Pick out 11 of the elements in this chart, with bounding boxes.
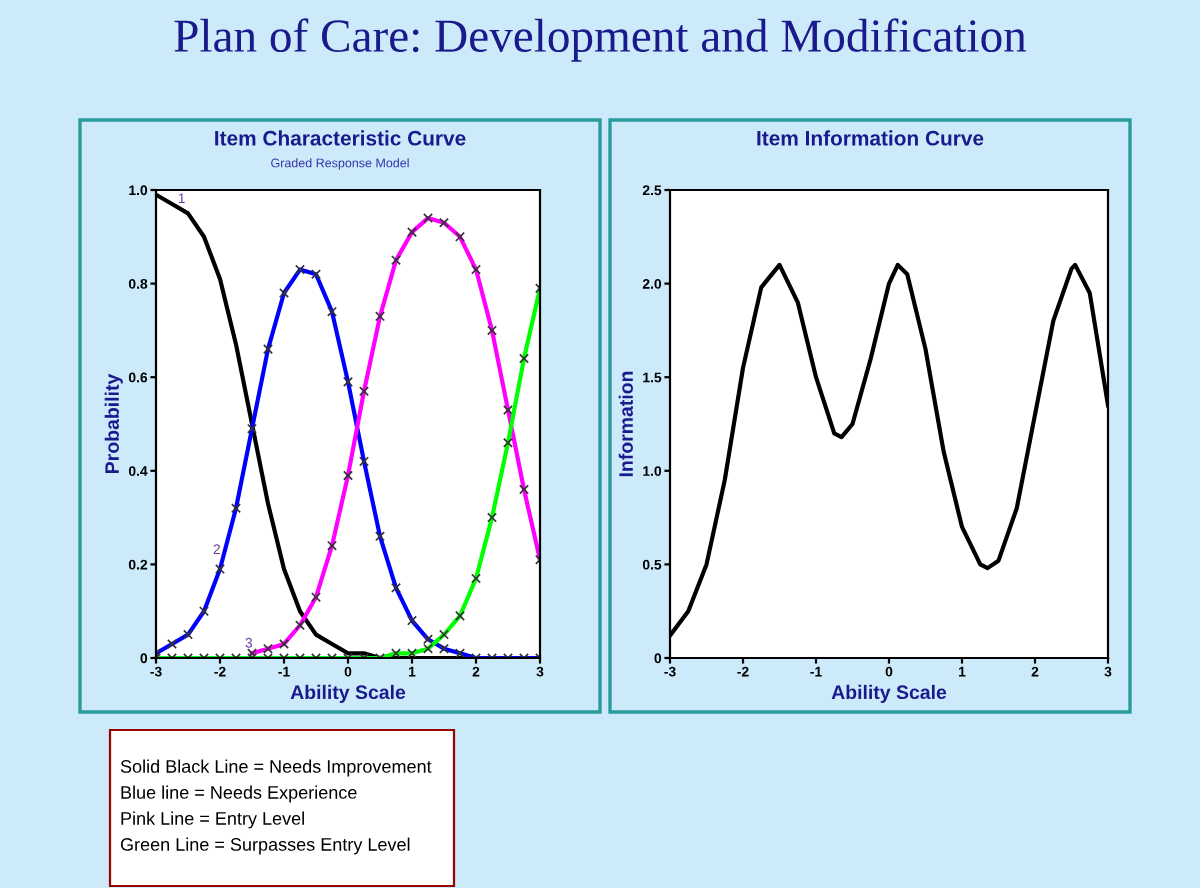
text: Green Line = Surpasses Entry Level [120,837,410,855]
x-axis-title: Ability Scale [290,684,406,703]
y-axis-title: Information [618,371,633,477]
text: Blue line = Needs Experience [121,785,357,803]
chart-title: Item Information Curve [757,130,984,146]
chart-title: Item Characteristic Curve [215,130,466,146]
y-axis-title: Probability [104,373,123,473]
text: Solid Black Line = Needs Improvement [120,759,432,777]
text: Plan of Care: Development and Modification [174,18,1027,62]
x-axis-title: Ability Scale [831,684,947,703]
text: Pink Line = Entry Level [121,811,304,829]
